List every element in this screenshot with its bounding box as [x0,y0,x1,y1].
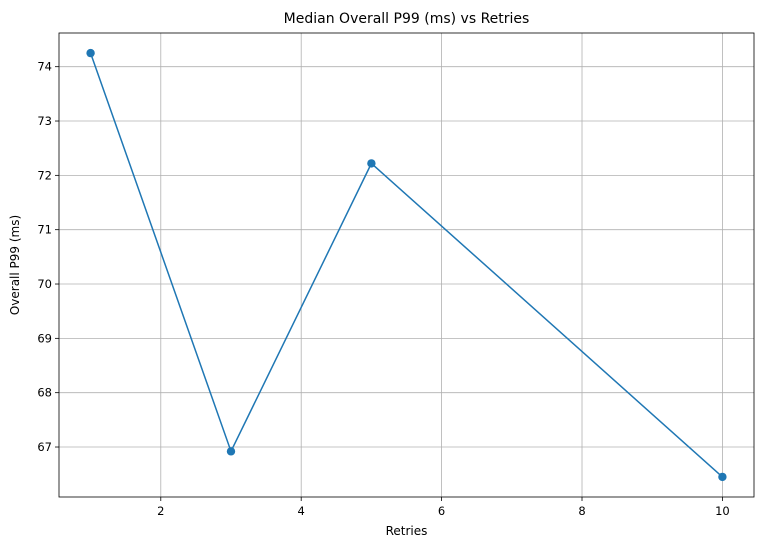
y-tick-label: 74 [37,60,52,74]
y-axis-label: Overall P99 (ms) [8,215,22,315]
data-point [226,447,236,456]
data-point [367,159,376,168]
x-tick-label: 2 [157,504,164,518]
x-tick-label: 10 [715,504,730,518]
plot-frame [58,32,755,498]
data-point [718,472,727,482]
y-tick-label: 68 [37,386,52,400]
grid [59,33,754,497]
y-tick-label: 73 [37,114,52,128]
x-tick-label: 6 [438,504,445,518]
x-tick-label: 8 [578,504,585,518]
y-tick-label: 71 [37,223,52,237]
y-tick-label: 70 [37,277,52,291]
series-layer [86,48,727,482]
y-tick-label: 69 [37,331,52,345]
series-line [89,52,723,478]
y-tick-label: 72 [37,168,52,182]
y-tick-label: 67 [37,440,52,454]
x-axis-label: Retries [386,524,428,538]
x-tick-label: 4 [298,504,305,518]
chart-title: Median Overall P99 (ms) vs Retries [284,11,530,27]
data-point [86,48,95,58]
